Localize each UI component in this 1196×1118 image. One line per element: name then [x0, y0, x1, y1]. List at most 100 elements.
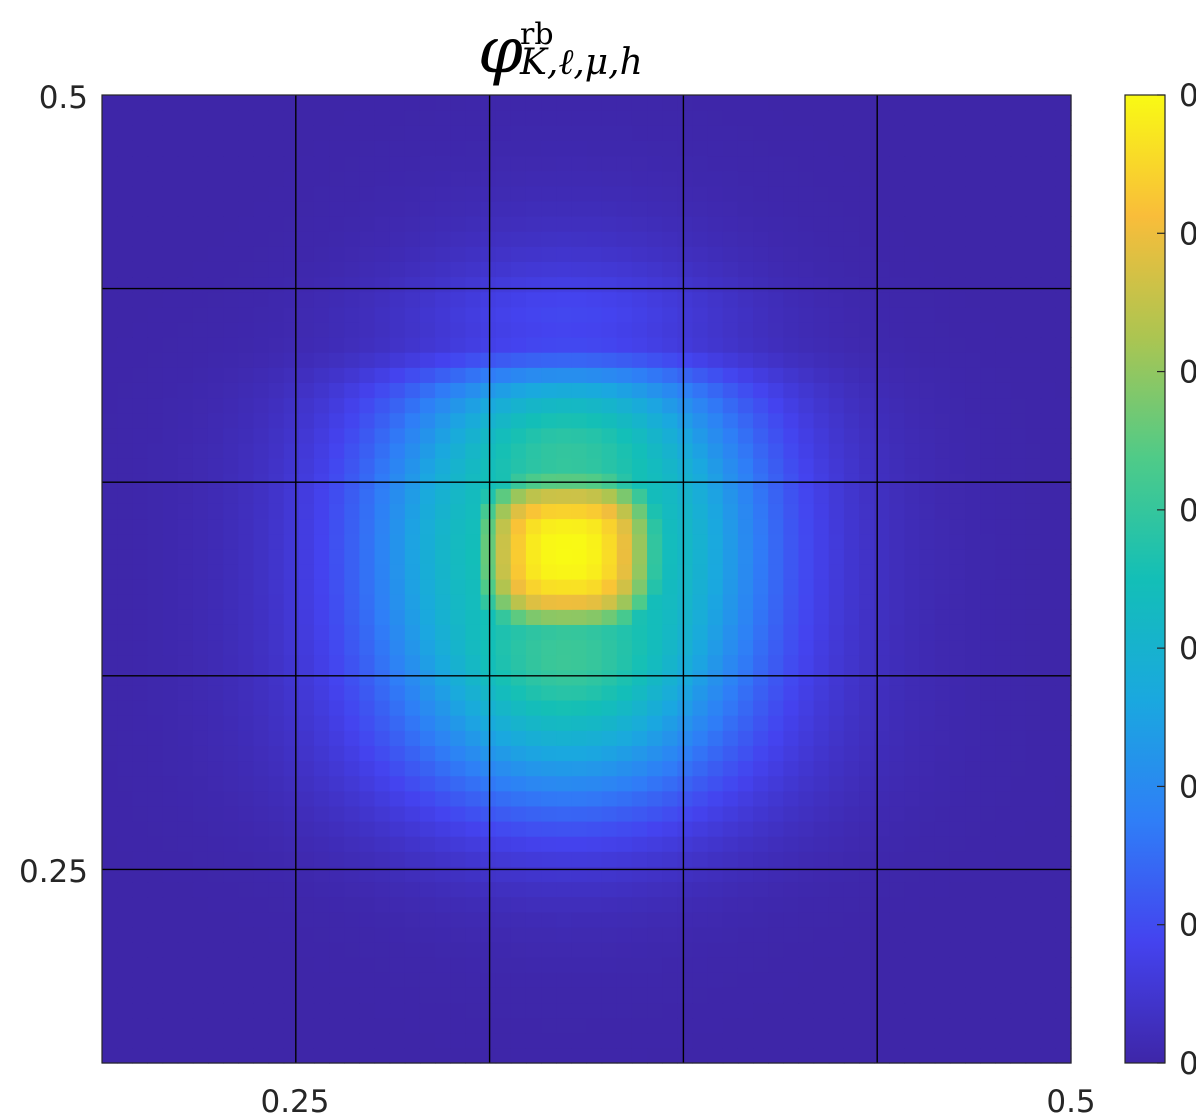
heatmap-cell	[313, 972, 330, 988]
y-axis-tick-labels: 0.25 0.5	[19, 80, 88, 890]
heatmap-cell	[571, 140, 588, 157]
heatmap-cell	[1055, 639, 1072, 656]
heatmap-cell	[798, 427, 815, 444]
heatmap-cell	[889, 594, 906, 610]
heatmap-cell	[768, 533, 784, 550]
heatmap-cell	[510, 382, 527, 399]
heatmap-cell	[541, 533, 557, 550]
heatmap-cell	[707, 306, 724, 323]
heatmap-cell	[207, 533, 224, 550]
chart-title: φ rb K,ℓ,μ,h	[478, 14, 643, 88]
heatmap-cell	[995, 125, 1012, 141]
heatmap-cell	[904, 911, 921, 928]
heatmap-cell	[117, 473, 133, 489]
heatmap-cell	[102, 110, 118, 126]
heatmap-cell	[859, 654, 875, 671]
heatmap-cell	[162, 836, 179, 852]
heatmap-cell	[828, 1017, 845, 1034]
heatmap-cell	[980, 866, 996, 883]
heatmap-cell	[813, 654, 830, 671]
heatmap-cell	[874, 306, 890, 323]
heatmap-cell	[268, 579, 285, 595]
heatmap-cell	[889, 911, 906, 928]
heatmap-cell	[253, 790, 270, 807]
heatmap-cell	[995, 594, 1012, 610]
heatmap-cell	[132, 805, 149, 822]
heatmap-cell	[1055, 306, 1072, 323]
heatmap-cell	[450, 337, 466, 353]
heatmap-cell	[601, 246, 618, 262]
heatmap-cell	[404, 200, 421, 217]
heatmap-cell	[359, 1002, 376, 1019]
heatmap-cell	[102, 231, 118, 247]
heatmap-cell	[1025, 881, 1042, 898]
heatmap-cell	[647, 896, 663, 913]
heatmap-cell	[207, 216, 224, 232]
heatmap-cell	[541, 1032, 557, 1049]
heatmap-cell	[344, 1017, 360, 1034]
heatmap-cell	[495, 200, 512, 217]
heatmap-cell	[313, 821, 330, 837]
heatmap-cell	[253, 533, 270, 550]
heatmap-cell	[737, 140, 754, 157]
heatmap-cell	[102, 291, 118, 308]
heatmap-cell	[783, 805, 800, 822]
heatmap-cell	[934, 1017, 951, 1034]
heatmap-cell	[616, 987, 633, 1004]
heatmap-cell	[631, 866, 648, 883]
heatmap-cell	[798, 458, 815, 474]
heatmap-cell	[192, 155, 209, 172]
heatmap-cell	[389, 760, 406, 777]
heatmap-cell	[647, 715, 663, 731]
heatmap-cell	[843, 594, 860, 610]
heatmap-cell	[965, 276, 981, 293]
heatmap-cell	[556, 170, 572, 187]
heatmap-cell	[510, 1047, 527, 1064]
heatmap-cell	[828, 503, 845, 520]
heatmap-cell	[707, 669, 724, 686]
heatmap-cell	[828, 140, 845, 157]
heatmap-cell	[1055, 669, 1072, 686]
heatmap-cell	[753, 987, 769, 1004]
heatmap-cell	[177, 170, 194, 187]
heatmap-cell	[783, 1017, 800, 1034]
heatmap-cell	[253, 518, 270, 535]
heatmap-cell	[177, 775, 194, 792]
heatmap-cell	[586, 790, 603, 807]
heatmap-cell	[1025, 110, 1042, 126]
heatmap-cell	[753, 669, 769, 686]
heatmap-cell	[556, 579, 572, 595]
heatmap-cell	[753, 458, 769, 474]
heatmap-cell	[904, 805, 921, 822]
heatmap-cell	[1010, 836, 1027, 852]
heatmap-cell	[798, 442, 815, 459]
heatmap-cell	[344, 382, 360, 399]
heatmap-cell	[556, 866, 572, 883]
heatmap-cell	[662, 881, 678, 898]
heatmap-cell	[586, 216, 603, 232]
heatmap-cell	[768, 276, 784, 293]
heatmap-cell	[798, 95, 815, 111]
heatmap-cell	[344, 1032, 360, 1049]
heatmap-cell	[465, 427, 482, 444]
heatmap-cell	[162, 352, 179, 368]
heatmap-cell	[389, 216, 406, 232]
heatmap-cell	[647, 669, 663, 686]
heatmap-cell	[495, 972, 512, 988]
heatmap-cell	[1025, 987, 1042, 1004]
heatmap-cell	[1025, 442, 1042, 459]
heatmap-cell	[298, 684, 315, 701]
heatmap-cell	[525, 110, 542, 126]
heatmap-cell	[374, 291, 391, 308]
heatmap-cell	[450, 942, 466, 958]
heatmap-cell	[268, 110, 285, 126]
heatmap-cell	[859, 518, 875, 535]
heatmap-cell	[298, 533, 315, 550]
heatmap-cell	[1055, 261, 1072, 278]
heatmap-cell	[541, 594, 557, 610]
heatmap-cell	[874, 412, 890, 429]
heatmap-cell	[132, 231, 149, 247]
heatmap-cell	[1040, 140, 1057, 157]
heatmap-cell	[859, 896, 875, 913]
heatmap-cell	[207, 337, 224, 353]
